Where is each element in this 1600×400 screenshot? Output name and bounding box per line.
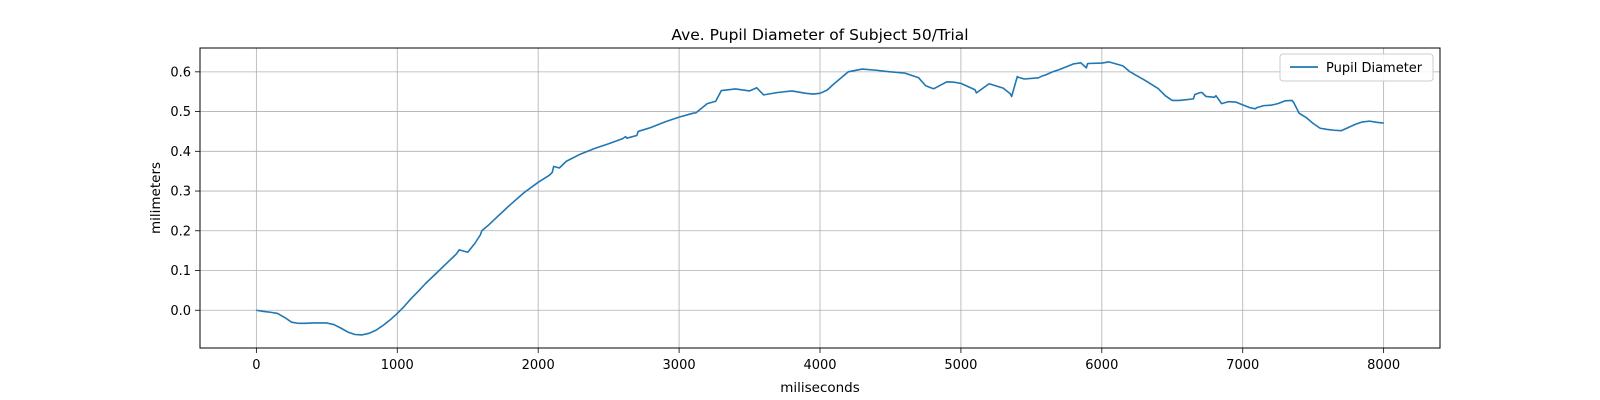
x-tick-label: 1000: [381, 358, 414, 373]
y-tick-label: 0.3: [170, 185, 191, 200]
y-tick-label: 0.5: [170, 105, 191, 120]
x-tick-label: 6000: [1085, 358, 1118, 373]
y-tick-label: 0.1: [170, 264, 191, 279]
y-tick-label: 0.6: [170, 65, 191, 80]
y-tick-label: 0.0: [170, 304, 191, 319]
x-tick-label: 5000: [944, 358, 977, 373]
x-tick-label: 2000: [522, 358, 555, 373]
x-tick-label: 8000: [1367, 358, 1400, 373]
legend: Pupil Diameter: [1279, 53, 1434, 82]
y-axis-label: milimeters: [148, 162, 164, 234]
y-tick-label: 0.4: [170, 145, 191, 160]
legend-label-pupil-diameter: Pupil Diameter: [1326, 61, 1423, 76]
legend-box: [1279, 53, 1434, 82]
x-tick-label: 7000: [1226, 358, 1259, 373]
x-axis-ticks: 0 1000 2000 3000 4000 5000 6000 7000 8000: [252, 348, 1400, 373]
y-axis-ticks: 0.0 0.1 0.2 0.3 0.4 0.5 0.6: [170, 65, 200, 319]
x-axis-label: miliseconds: [780, 380, 860, 396]
grid: [200, 48, 1440, 348]
x-tick-label: 4000: [803, 358, 836, 373]
series-line-pupil-diameter: [256, 61, 1384, 336]
x-tick-label: 0: [252, 358, 260, 373]
x-tick-label: 3000: [663, 358, 696, 373]
y-tick-label: 0.2: [170, 224, 191, 239]
chart-title: Ave. Pupil Diameter of Subject 50/Trial: [671, 26, 968, 44]
